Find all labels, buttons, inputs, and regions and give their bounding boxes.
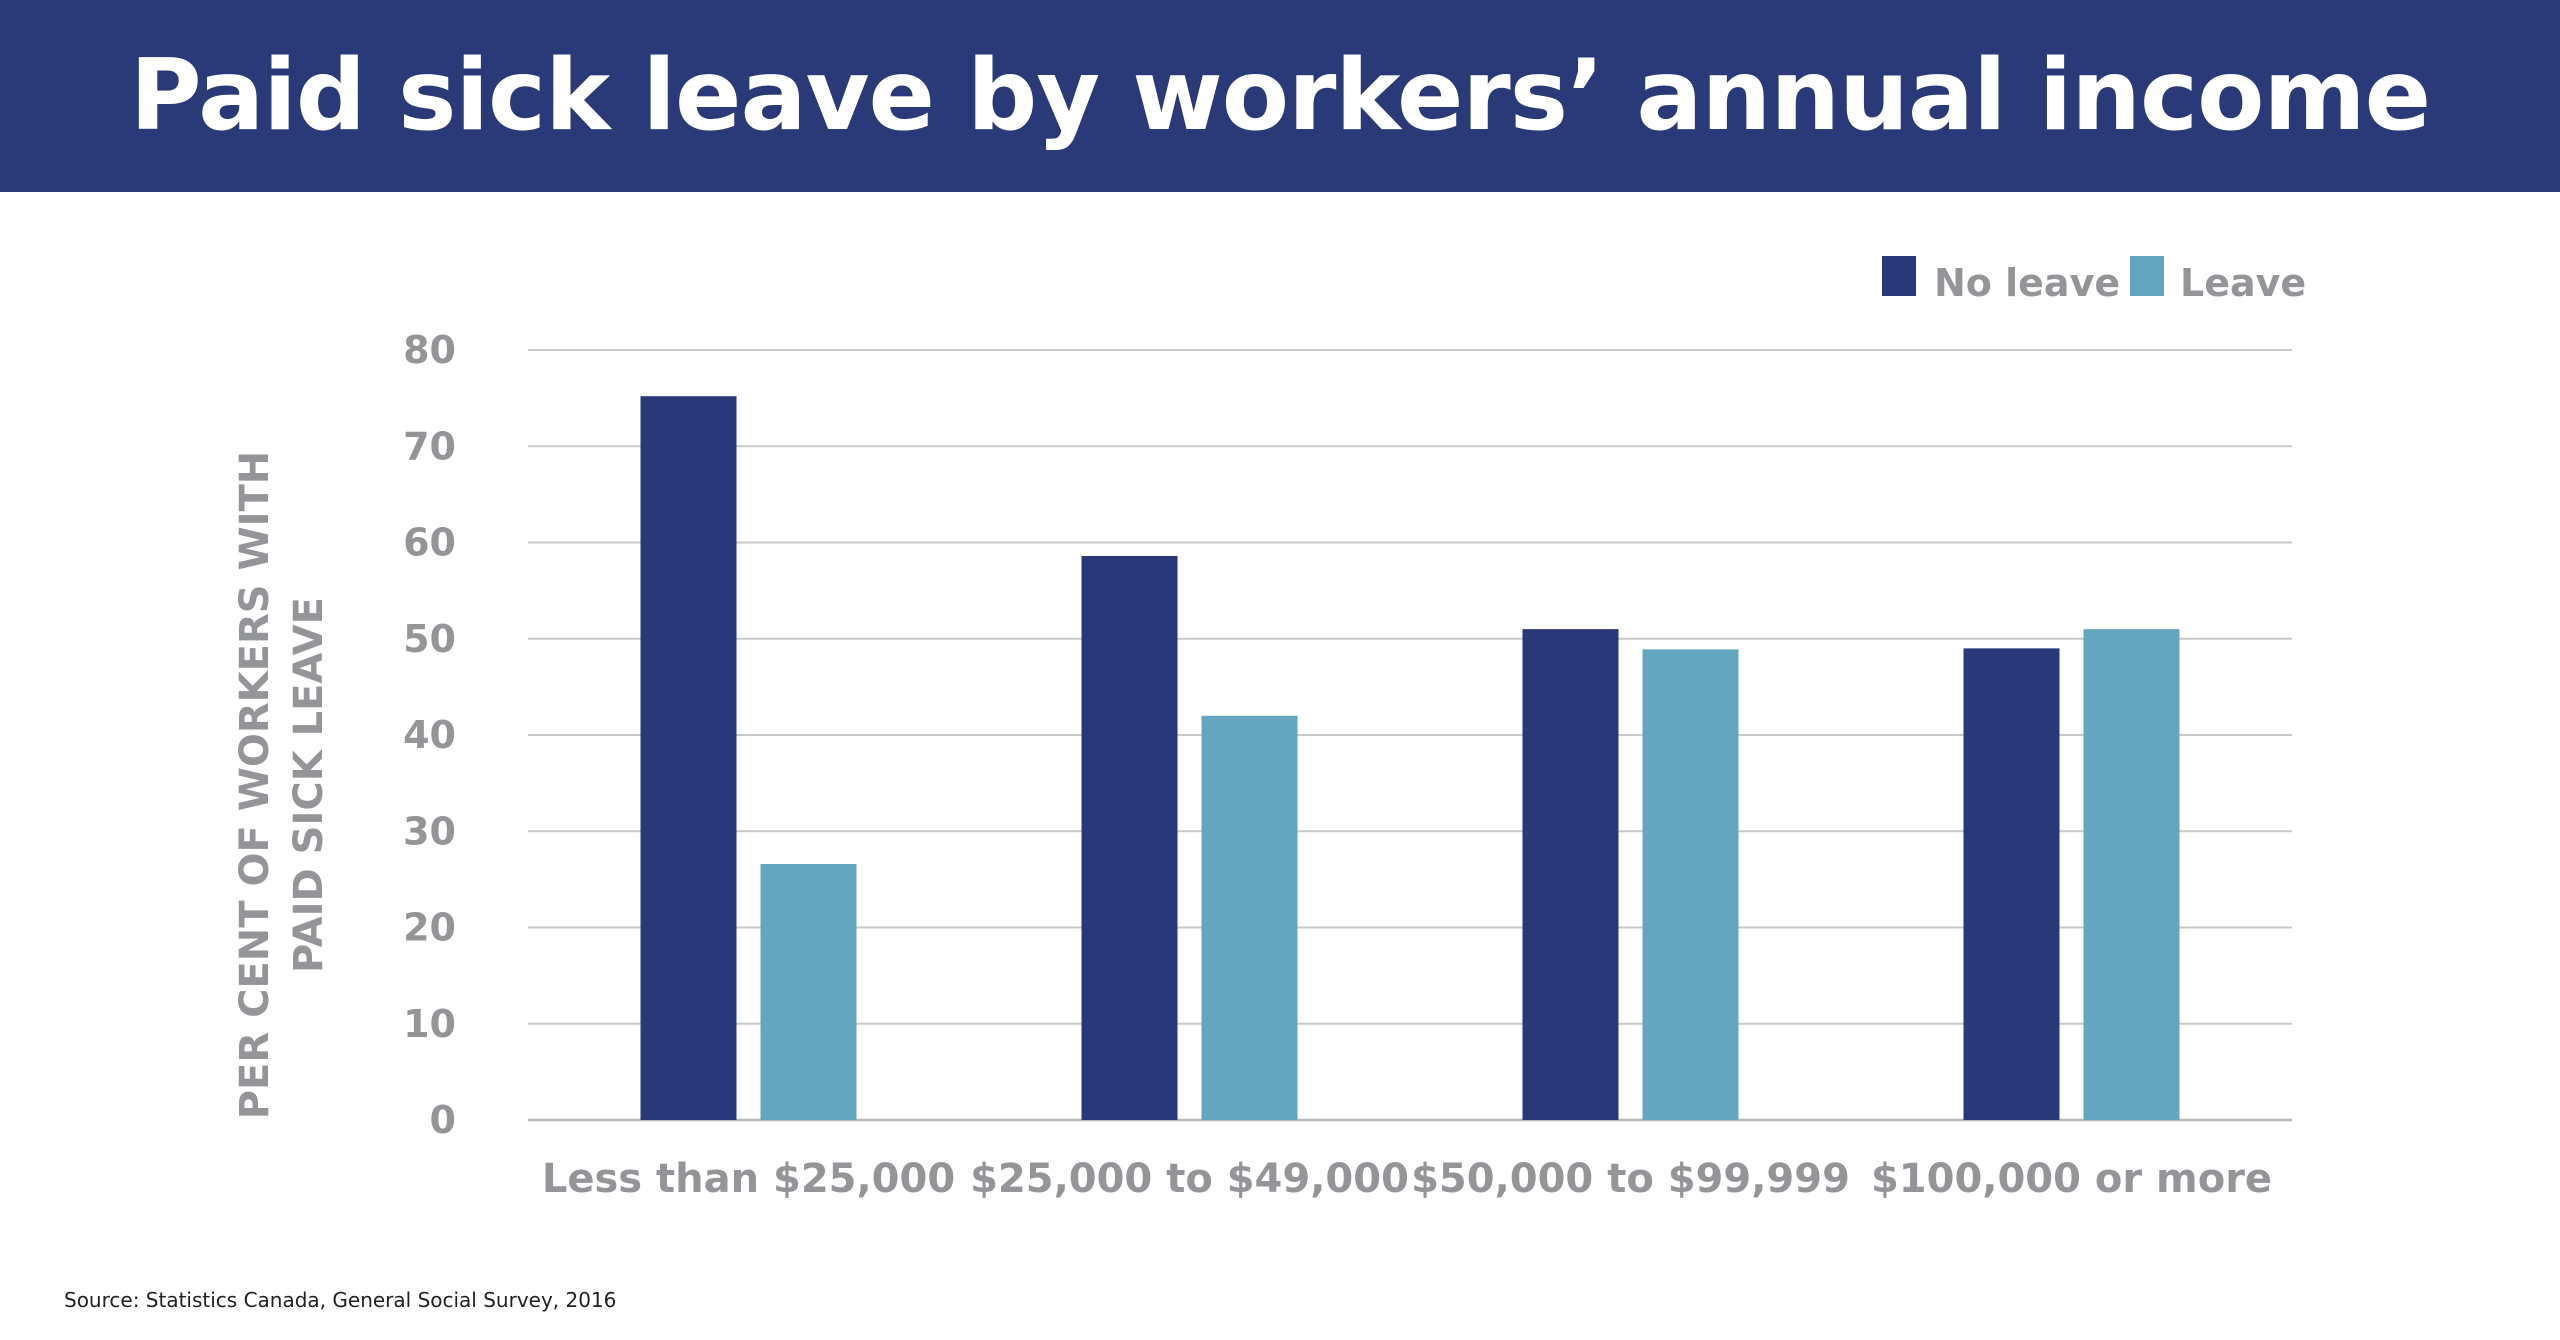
x-category-label: $100,000 or more [1871, 1156, 2272, 1202]
legend: No leave Leave [1882, 256, 2306, 305]
y-axis-title-line: PER CENT OF WORKERS WITH [232, 451, 278, 1120]
bar-no-leave [1081, 555, 1178, 1120]
legend-swatch [1882, 256, 1916, 296]
page-title: Paid sick leave by workers’ annual incom… [129, 39, 2431, 153]
bar-leave [760, 863, 857, 1120]
bar-leave [1201, 715, 1298, 1120]
source-note: Source: Statistics Canada, General Socia… [64, 1288, 617, 1312]
legend-label: No leave [1934, 261, 2120, 305]
x-category-label: Less than $25,000 [542, 1156, 955, 1202]
y-tick-label: 10 [403, 1002, 456, 1046]
x-category-label: $50,000 to $99,999 [1411, 1156, 1850, 1202]
header-band [0, 0, 2560, 192]
bar-no-leave [640, 396, 737, 1120]
y-tick-label: 40 [403, 713, 456, 757]
bar-no-leave [1963, 648, 2060, 1120]
y-tick-label: 20 [403, 906, 456, 950]
bar-leave [2083, 629, 2180, 1120]
y-tick-label: 80 [403, 328, 456, 372]
bar-no-leave [1522, 629, 1619, 1120]
bar-leave [1642, 649, 1739, 1120]
x-axis-categories: Less than $25,000 $25,000 to $49,000 $50,0… [542, 1156, 2272, 1202]
x-category-label: $25,000 to $49,000 [970, 1156, 1409, 1202]
y-tick-label: 0 [430, 1098, 456, 1142]
legend-swatch [2130, 256, 2164, 296]
y-axis-ticks: 0 10 20 30 40 50 60 70 80 [403, 328, 456, 1142]
bars [640, 396, 2180, 1120]
y-tick-label: 60 [403, 521, 456, 565]
y-axis-title-line: PAID SICK LEAVE [286, 597, 332, 973]
y-axis-title: PER CENT OF WORKERS WITH PAID SICK LEAVE [232, 451, 332, 1120]
y-tick-label: 30 [403, 809, 456, 853]
y-tick-label: 70 [403, 424, 456, 468]
y-tick-label: 50 [403, 617, 456, 661]
legend-label: Leave [2180, 261, 2306, 305]
